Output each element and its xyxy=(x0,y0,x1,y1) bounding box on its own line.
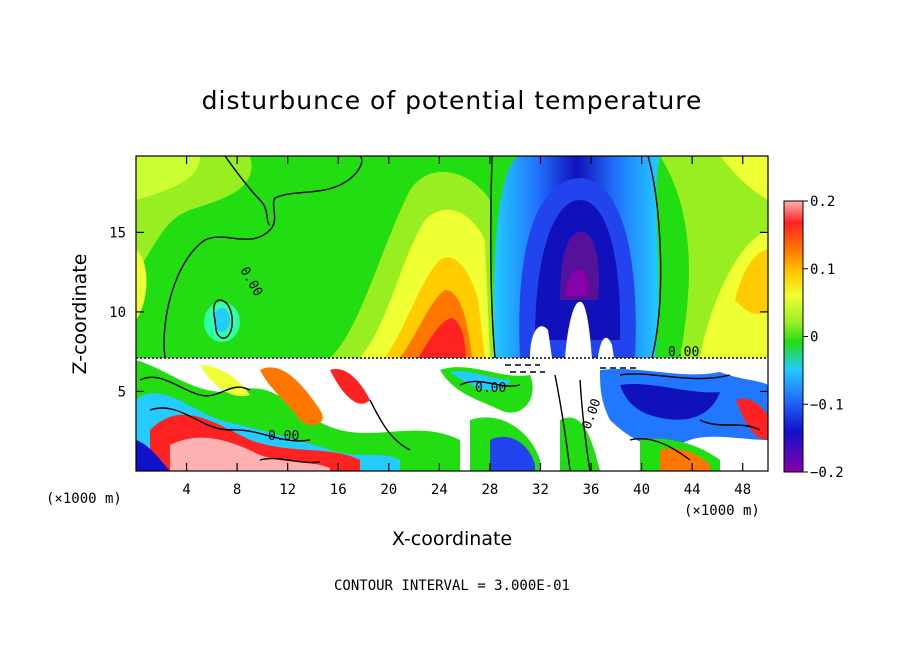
contour-label: 0.00 xyxy=(668,345,699,360)
y-tick-label: 10 xyxy=(109,305,126,321)
x-tick-label: 28 xyxy=(481,482,498,498)
contour-lines xyxy=(136,156,768,471)
z-unit-label: (×1000 m) xyxy=(684,503,760,519)
x-unit-label: (×1000 m) xyxy=(46,491,122,507)
heatmap-field xyxy=(136,156,768,471)
contour-label: 0.00 xyxy=(475,381,506,396)
x-axis-label: X-coordinate xyxy=(391,528,513,550)
colorbar xyxy=(783,200,804,473)
x-tick-label: 20 xyxy=(380,482,397,498)
x-tick-label: 4 xyxy=(182,482,190,498)
colorbar-ticks: 0.2 0.1 0 −0.1 −0.2 xyxy=(803,194,844,481)
contour-interval: CONTOUR INTERVAL = 3.000E-01 xyxy=(333,578,570,594)
colorbar-tick-label: −0.1 xyxy=(810,397,844,413)
x-tick-label: 8 xyxy=(233,482,241,498)
x-tick-label: 48 xyxy=(734,482,751,498)
colorbar-tick-label: 0 xyxy=(810,330,818,346)
x-tick-label: 32 xyxy=(532,482,549,498)
y-axis-label: Z-coordinate xyxy=(69,253,91,375)
y-axis: 5 10 15 xyxy=(109,225,768,400)
x-tick-label: 44 xyxy=(684,482,701,498)
x-tick-label: 12 xyxy=(279,482,296,498)
x-tick-label: 16 xyxy=(330,482,347,498)
x-tick-label: 36 xyxy=(583,482,600,498)
chart-title: disturbunce of potential temperature xyxy=(201,86,703,115)
y-tick-label: 15 xyxy=(109,225,126,241)
colorbar-tick-label: 0.1 xyxy=(810,262,835,278)
y-tick-label: 5 xyxy=(118,384,126,400)
plot-frame xyxy=(135,155,769,472)
x-tick-label: 40 xyxy=(633,482,650,498)
contour-label: 0.00 xyxy=(268,429,299,444)
colorbar-tick-label: 0.2 xyxy=(810,194,835,210)
x-tick-label: 24 xyxy=(431,482,448,498)
x-axis: 4 8 12 16 20 24 28 32 36 40 44 48 xyxy=(182,156,751,498)
colorbar-tick-label: −0.2 xyxy=(810,465,844,481)
